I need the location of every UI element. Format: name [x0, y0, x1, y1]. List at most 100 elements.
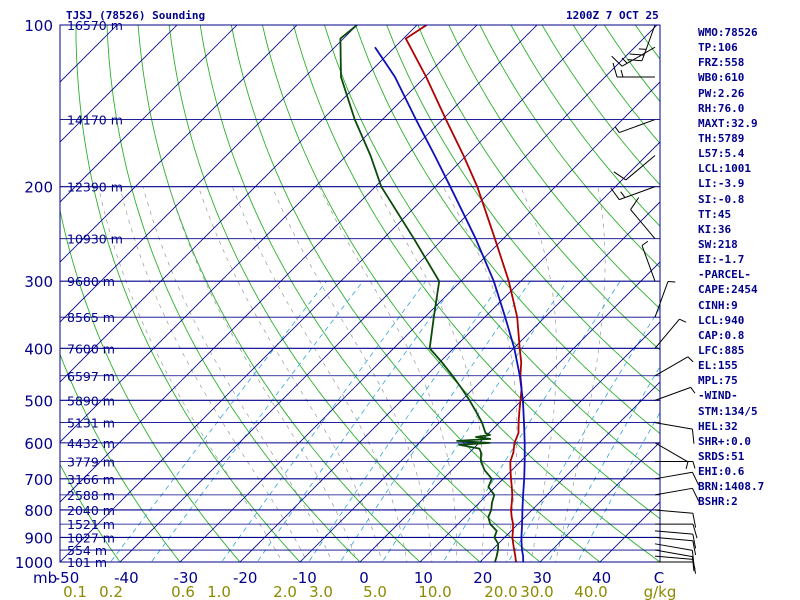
temperature-tick-label: -50 [55, 569, 80, 587]
index-item: EL:155 [698, 359, 738, 373]
wind-barb-flag [641, 240, 649, 246]
mixing-ratio-label: 0.2 [99, 583, 123, 600]
wind-barb-shaft [619, 186, 656, 201]
index-item: MPL:75 [698, 374, 738, 388]
isotherm [119, 25, 658, 562]
height-label: 2040 m [67, 503, 115, 518]
wind-barb-flag [630, 197, 640, 210]
index-item: BSHR:2 [698, 495, 738, 509]
wind-barb-flag [679, 318, 687, 323]
isotherm [479, 381, 660, 562]
wind-barb-shaft [654, 356, 689, 377]
dry-adiabat [137, 25, 421, 562]
height-label: 3779 m [67, 455, 115, 470]
mixing-ratio-label: 5.0 [363, 583, 387, 600]
index-item: KI:36 [698, 222, 732, 236]
index-item: LFC:885 [698, 343, 745, 357]
wind-barb-flag [691, 488, 700, 502]
mixing-ratio-line [110, 280, 327, 562]
height-label: 4432 m [67, 436, 115, 451]
moist-adiabat [442, 186, 518, 562]
height-label: 8565 m [67, 310, 115, 325]
moist-adiabat [520, 186, 557, 562]
moist-adiabat [142, 186, 333, 562]
wind-barb-flag [692, 513, 697, 528]
isotherm [60, 25, 298, 263]
dry-adiabat [448, 25, 660, 310]
wind-barb-shaft [654, 386, 691, 401]
wind-barb-shaft [654, 543, 693, 551]
isotherm [60, 25, 598, 562]
wind-barb [654, 356, 694, 377]
wind-barb-flag [692, 461, 696, 469]
isotherm [239, 141, 660, 562]
index-item: SRDS:51 [698, 449, 745, 463]
index-item: EHI:0.6 [698, 465, 745, 479]
wind-barb [654, 530, 697, 549]
wind-barb [654, 442, 689, 470]
isotherm [0, 0, 22, 575]
mixing-ratio-line [221, 280, 427, 562]
dry-adiabat [479, 25, 660, 269]
moist-adiabat [98, 186, 283, 562]
wind-barb-flag [613, 171, 627, 181]
pressure-label-800: 800 [24, 502, 53, 520]
wind-barb-flag [691, 550, 695, 565]
wind-barb-shaft [630, 209, 656, 240]
height-label: 101 m [67, 555, 107, 570]
plot-frame [59, 24, 661, 563]
index-item: STM:134/5 [698, 404, 758, 418]
isotherm [60, 25, 178, 143]
moist-adiabat [271, 186, 433, 562]
wind-barb-shaft [619, 119, 656, 134]
wind-barb-shaft [654, 422, 693, 430]
pressure-label-1000: 1000 [15, 554, 53, 572]
index-item: L57:5.4 [698, 147, 745, 161]
mixing-ratio-label: 2.0 [273, 583, 297, 600]
wind-barb [654, 543, 695, 565]
wind-barb [614, 119, 656, 134]
index-item: SW:218 [698, 237, 738, 251]
sounding-traces [339, 25, 526, 562]
pressure-label-600: 600 [24, 435, 53, 453]
wind-barb-flag [627, 59, 643, 62]
height-label: 9680 m [67, 274, 115, 289]
temperature-tick-label: -20 [233, 569, 258, 587]
mixing-ratio-label: 0.1 [63, 583, 87, 600]
index-item: WB0:610 [698, 71, 745, 85]
index-item: EI:-1.7 [698, 253, 745, 267]
isotherm [60, 25, 538, 503]
isotherm [299, 201, 660, 562]
temperature-tick-label: 30 [533, 569, 552, 587]
wind-barb-flag [667, 280, 676, 283]
mixing-ratio-line [507, 307, 660, 562]
pressure-label-500: 500 [24, 392, 53, 410]
wind-barb [654, 536, 697, 556]
height-label: 16570 m [67, 18, 123, 33]
mixing-ratio-line [577, 411, 660, 562]
isotherm [179, 81, 660, 562]
temperature-trace [404, 25, 523, 562]
wind-barb-shaft [654, 442, 689, 463]
wind-barb-flag [691, 472, 700, 486]
parcel-trace [374, 46, 526, 562]
wind-barb [654, 509, 697, 528]
mixing-ratio-label: 1.0 [207, 583, 231, 600]
moist-adiabat [168, 186, 358, 562]
wind-barb [654, 422, 695, 444]
index-item: TH:5789 [698, 131, 745, 145]
index-item: -WIND- [698, 389, 738, 403]
index-item: HEL:32 [698, 419, 738, 433]
temperature-tick-label: -30 [174, 569, 199, 587]
wind-barb-shaft [654, 509, 693, 514]
moist-adiabat [375, 186, 485, 562]
wind-barb-flag [610, 187, 620, 200]
height-label: 14170 m [67, 113, 123, 128]
isotherm [359, 261, 660, 562]
mixing-ratio-unit-label: g/kg [644, 583, 677, 600]
index-item: -PARCEL- [698, 268, 751, 282]
wind-barb-shaft [654, 487, 693, 496]
dry-adiabat [386, 25, 660, 393]
wind-barb-flag [691, 429, 695, 444]
index-item: TP:106 [698, 41, 738, 55]
